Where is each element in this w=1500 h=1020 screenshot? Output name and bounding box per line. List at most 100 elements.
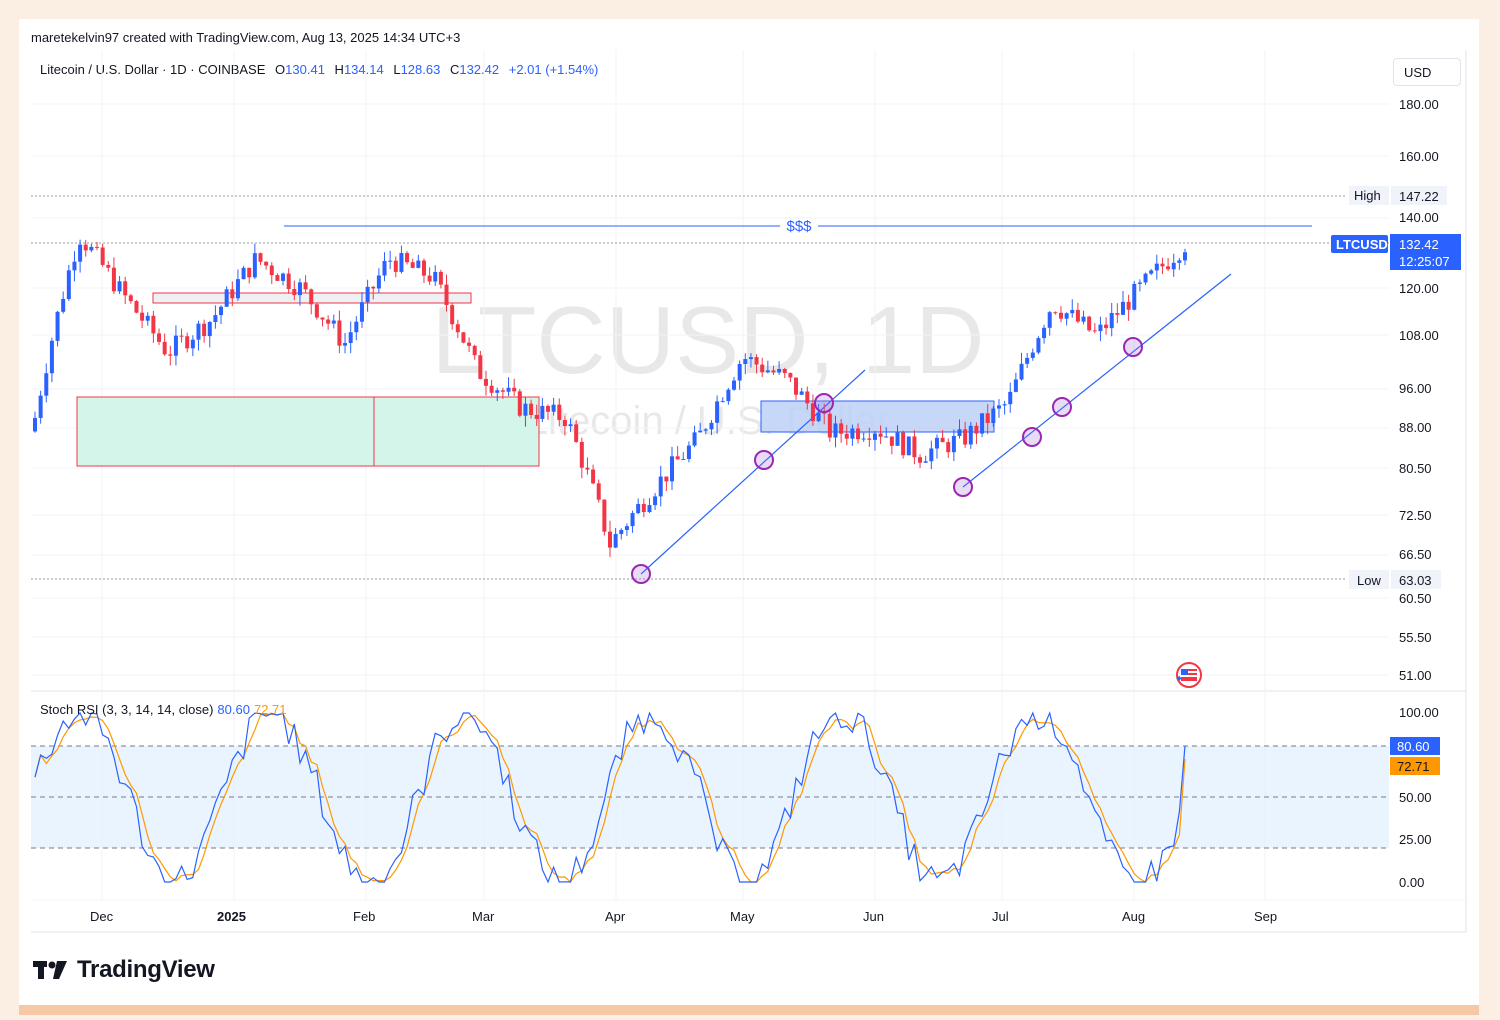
candle-body <box>523 403 528 416</box>
candle-body <box>455 324 460 333</box>
candle-body <box>1154 263 1159 271</box>
candle-body <box>613 533 618 548</box>
touch-point-circle <box>953 477 973 497</box>
trendline-2[interactable] <box>962 273 1232 488</box>
demand-zone[interactable] <box>76 396 540 467</box>
candle-body <box>517 391 522 416</box>
time-axis[interactable]: Dec 2025 Feb Mar Apr May Jun Jul Aug Sep <box>90 909 1277 924</box>
candle-body <box>923 461 928 463</box>
breaker-block[interactable] <box>760 400 995 433</box>
candle-body <box>1053 312 1058 314</box>
candle-body <box>991 408 996 424</box>
candle-body <box>1120 301 1125 315</box>
candle-body <box>106 264 111 268</box>
liquidity-label: $$$ <box>786 218 812 235</box>
time-tick: Feb <box>353 909 375 924</box>
high-label: High <box>1354 188 1381 203</box>
price-tick: 72.50 <box>1399 508 1432 523</box>
currency-selector[interactable]: USD <box>1393 58 1461 86</box>
candle-body <box>692 432 697 446</box>
candle-body <box>1047 312 1052 328</box>
candle-body <box>1019 363 1024 380</box>
candle-body <box>202 323 207 337</box>
tradingview-logo[interactable]: TradingView <box>33 955 215 985</box>
candle-body <box>506 387 511 392</box>
low-value-box <box>1391 570 1441 589</box>
candle-body <box>754 357 759 365</box>
candle-body <box>185 336 190 349</box>
candles[interactable] <box>33 239 1187 557</box>
candle-body <box>760 364 765 373</box>
time-tick: Jun <box>863 909 884 924</box>
stoch-legend[interactable]: Stoch RSI (3, 3, 14, 14, close) 80.60 72.7… <box>40 702 287 717</box>
candle-body <box>980 413 985 434</box>
symbol-name[interactable]: Litecoin / U.S. Dollar · 1D · COINBASE <box>40 62 266 77</box>
low-value: 63.03 <box>1399 573 1432 588</box>
stoch-tick: 50.00 <box>1399 790 1432 805</box>
time-tick: Jul <box>992 909 1009 924</box>
candle-body <box>844 433 849 439</box>
candle-body <box>670 456 675 482</box>
us-flag-icon[interactable]: ✦ <box>1175 662 1202 688</box>
candle-body <box>557 404 562 420</box>
candle-body <box>562 419 567 427</box>
candle-body <box>765 370 770 373</box>
candle-body <box>219 306 224 316</box>
stoch-k-badge-text: 80.60 <box>1397 739 1430 754</box>
candle-body <box>1064 313 1069 319</box>
close-value: 132.42 <box>459 62 500 77</box>
low-label-box <box>1349 570 1389 589</box>
price-tick: 108.00 <box>1399 328 1439 343</box>
candle-body <box>867 438 872 440</box>
candle-body <box>839 423 844 434</box>
candle-body <box>444 284 449 306</box>
price-tick: 160.00 <box>1399 149 1439 164</box>
trendline-1[interactable] <box>640 369 866 575</box>
candle-body <box>686 445 691 459</box>
candle-body <box>856 428 861 440</box>
grid-lines <box>31 50 1389 900</box>
candle-body <box>884 436 889 438</box>
candle-body <box>630 513 635 527</box>
price-axis[interactable]: 180.00 160.00 140.00 120.00 108.00 96.00… <box>1399 97 1439 683</box>
stoch-d-line[interactable] <box>34 713 1186 883</box>
candle-body <box>715 401 720 423</box>
open-label: O <box>275 62 286 77</box>
candle-body <box>1092 330 1097 332</box>
candle-body <box>157 333 162 342</box>
candle-body <box>326 319 331 324</box>
candle-body <box>748 357 753 360</box>
touch-point-circle <box>1022 427 1042 447</box>
candle-body <box>974 425 979 434</box>
candle-body <box>946 442 951 453</box>
candle-body <box>235 279 240 299</box>
ticker-badge[interactable] <box>1331 235 1388 253</box>
candle-body <box>314 304 319 318</box>
time-tick: Dec <box>90 909 114 924</box>
last-price-badge <box>1390 234 1461 270</box>
price-tick: 80.50 <box>1399 461 1432 476</box>
candle-body <box>264 261 269 266</box>
candle-body <box>461 332 466 343</box>
candle-body <box>286 273 291 290</box>
candle-body <box>427 275 432 282</box>
candle-body <box>957 429 962 436</box>
candle-body <box>140 312 145 321</box>
symbol-legend[interactable]: Litecoin / U.S. Dollar · 1D · COINBASE O… <box>40 62 598 77</box>
low-label: L <box>393 62 401 77</box>
stoch-k-line[interactable] <box>34 711 1186 884</box>
candle-body <box>985 413 990 424</box>
candle-body <box>1036 338 1041 353</box>
candle-body <box>151 315 156 334</box>
touch-point-circle <box>631 564 651 584</box>
bottom-strip <box>19 1005 1479 1015</box>
candle-body <box>173 335 178 356</box>
candle-body <box>100 247 105 265</box>
candle-body <box>483 378 488 386</box>
candle-body <box>889 436 894 446</box>
time-tick: Apr <box>605 909 626 924</box>
candle-body <box>574 424 579 442</box>
candle-body <box>624 526 629 530</box>
touch-point-circle <box>1052 397 1072 417</box>
